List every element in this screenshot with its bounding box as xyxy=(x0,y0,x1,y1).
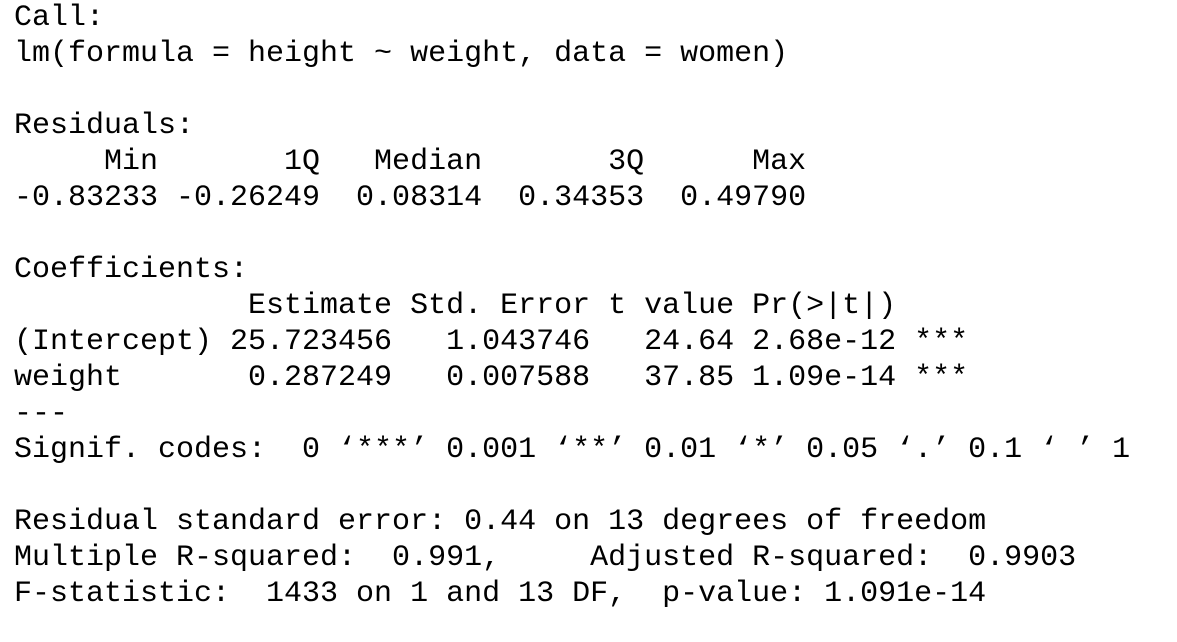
residuals-header: Min 1Q Median 3Q Max xyxy=(14,145,825,179)
summary-line: F-statistic: 1433 on 1 and 13 DF, p-valu… xyxy=(14,577,987,611)
r-console-output: Call: lm(formula = height ~ weight, data… xyxy=(14,1,1131,611)
coefficients-label: Coefficients: xyxy=(14,253,249,287)
coefficient-row: (Intercept) 25.723456 1.043746 24.64 2.6… xyxy=(14,325,969,359)
coefficients-header: Estimate Std. Error t value Pr(>|t|) xyxy=(14,289,969,323)
signif-codes: Signif. codes: 0 ‘***’ 0.001 ‘**’ 0.01 ‘… xyxy=(14,433,1131,467)
residuals-label: Residuals: xyxy=(14,109,195,143)
call-formula: lm(formula = height ~ weight, data = wom… xyxy=(14,37,789,71)
residuals-values: -0.83233 -0.26249 0.08314 0.34353 0.4979… xyxy=(14,181,825,215)
summary-line: Multiple R-squared: 0.991, Adjusted R-sq… xyxy=(14,541,1095,575)
coefficient-row: weight 0.287249 0.007588 37.85 1.09e-14 … xyxy=(14,361,969,395)
call-label: Call: xyxy=(14,1,105,35)
separator: --- xyxy=(14,397,69,431)
summary-line: Residual standard error: 0.44 on 13 degr… xyxy=(14,505,987,539)
